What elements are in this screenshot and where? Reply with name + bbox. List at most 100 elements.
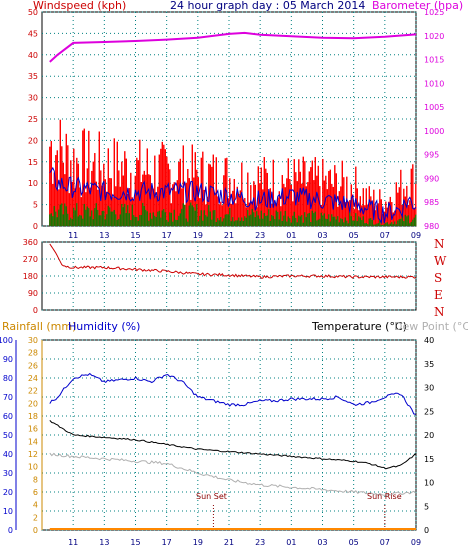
x-tick-label-bottom: 19 [193, 538, 203, 547]
direction-labels: N W S E N [434, 237, 447, 319]
temp-y-tick: 10 [424, 479, 434, 488]
rain-y-tick: 16 [28, 425, 38, 434]
dewpoint-title: Dew Point (°C) [394, 320, 468, 333]
dir-y-tick: 180 [23, 272, 38, 281]
rain-y-tick: 8 [33, 475, 38, 484]
wind-average-line [49, 166, 417, 225]
rain-y-tick: 12 [28, 450, 38, 459]
wind-y-tick: 15 [28, 158, 38, 167]
wind-y-tick: 40 [28, 51, 38, 60]
humidity-y-tick: 80 [3, 374, 13, 383]
chart-title: 24 hour graph day : 05 March 2014 [170, 0, 365, 12]
wind-direction-line [49, 243, 416, 279]
x-tick-label-bottom: 03 [317, 538, 327, 547]
temp-y-tick: 40 [424, 336, 434, 345]
barometer-title: Barometer (hpa) [372, 0, 463, 12]
humidity-y-tick: 60 [3, 412, 13, 421]
x-tick-label-top: 07 [380, 231, 390, 240]
rain-y-tick: 10 [28, 463, 38, 472]
baro-y-tick: 1005 [424, 103, 444, 112]
temperature-line [49, 420, 417, 470]
temperature-title: Temperature (°C) [311, 320, 407, 333]
x-tick-label-top: 05 [349, 231, 359, 240]
x-tick-label-bottom: 11 [68, 538, 78, 547]
windspeed-title: Windspeed (kph) [33, 0, 126, 12]
x-tick-label-bottom: 05 [349, 538, 359, 547]
x-tick-label-bottom: 09 [411, 538, 421, 547]
dir-y-tick: 360 [23, 238, 38, 247]
x-tick-label-top: 11 [68, 231, 78, 240]
temp-y-tick: 15 [424, 455, 434, 464]
wind-y-tick: 25 [28, 115, 38, 124]
humidity-y-tick: 100 [0, 336, 13, 345]
dir-y-tick: 90 [28, 289, 38, 298]
x-tick-label-bottom: 13 [99, 538, 109, 547]
rain-y-tick: 20 [28, 399, 38, 408]
rain-y-tick: 22 [28, 387, 38, 396]
x-tick-label-top: 17 [162, 231, 172, 240]
baro-y-tick: 980 [424, 222, 439, 231]
humidity-y-tick: 0 [8, 526, 13, 535]
wind-y-tick: 30 [28, 94, 38, 103]
x-tick-label-top: 01 [286, 231, 296, 240]
dir-label-e: E [434, 288, 443, 302]
wind-y-tick: 50 [28, 8, 38, 17]
rain-y-tick: 30 [28, 336, 38, 345]
x-tick-label-top: 21 [224, 231, 234, 240]
temp-y-tick: 25 [424, 407, 434, 416]
x-tick-label-top: 23 [255, 231, 265, 240]
temp-y-tick: 35 [424, 360, 434, 369]
wind-y-tick: 20 [28, 136, 38, 145]
wind-series [49, 119, 417, 226]
dir-label-s: S [434, 271, 442, 285]
baro-y-tick: 1015 [424, 56, 444, 65]
dir-y-tick: 270 [23, 255, 38, 264]
humidity-y-tick: 10 [3, 507, 13, 516]
baro-y-tick: 1010 [424, 79, 444, 88]
sunrise-label: Sun Rise [367, 492, 402, 501]
baro-y-tick: 1020 [424, 32, 444, 41]
humidity-y-tick: 20 [3, 488, 13, 497]
dewpoint-line [49, 452, 417, 496]
wind-y-tick: 5 [33, 201, 38, 210]
x-tick-label-top: 03 [317, 231, 327, 240]
x-tick-label-bottom: 07 [380, 538, 390, 547]
humidity-y-tick: 70 [3, 393, 13, 402]
rain-y-tick: 24 [28, 374, 38, 383]
baro-y-tick: 1025 [424, 8, 444, 17]
wind-y-tick: 10 [28, 179, 38, 188]
barometer-line [49, 31, 417, 63]
baro-y-tick: 995 [424, 151, 439, 160]
sunset-label: Sun Set [196, 492, 227, 501]
temp-y-tick: 20 [424, 431, 434, 440]
rain-y-tick: 26 [28, 361, 38, 370]
baro-y-tick: 985 [424, 198, 439, 207]
rain-y-tick: 14 [28, 437, 38, 446]
rain-y-tick: 18 [28, 412, 38, 421]
wind-y-tick: 0 [33, 222, 38, 231]
temp-y-tick: 30 [424, 384, 434, 393]
x-tick-label-bottom: 21 [224, 538, 234, 547]
x-tick-label-top: 13 [99, 231, 109, 240]
dir-label-n-top: N [434, 237, 445, 251]
rain-y-tick: 4 [33, 501, 38, 510]
x-tick-label-bottom: 17 [162, 538, 172, 547]
temp-y-tick: 5 [424, 502, 429, 511]
humidity-y-tick: 40 [3, 450, 13, 459]
axis-ticks: 1111131315151717191921212323010103030505… [0, 8, 444, 547]
wind-y-tick: 35 [28, 72, 38, 81]
baro-y-tick: 990 [424, 174, 439, 183]
temp-y-tick: 0 [424, 526, 429, 535]
rain-y-tick: 0 [33, 526, 38, 535]
rainfall-title: Rainfall (mm) [2, 320, 76, 333]
x-tick-label-top: 15 [130, 231, 140, 240]
rain-y-tick: 28 [28, 349, 38, 358]
series-lines [49, 31, 417, 530]
rain-y-tick: 2 [33, 513, 38, 522]
x-tick-label-bottom: 01 [286, 538, 296, 547]
baro-y-tick: 1000 [424, 127, 444, 136]
rain-y-tick: 6 [33, 488, 38, 497]
wind-y-tick: 45 [28, 29, 38, 38]
x-tick-label-bottom: 23 [255, 538, 265, 547]
